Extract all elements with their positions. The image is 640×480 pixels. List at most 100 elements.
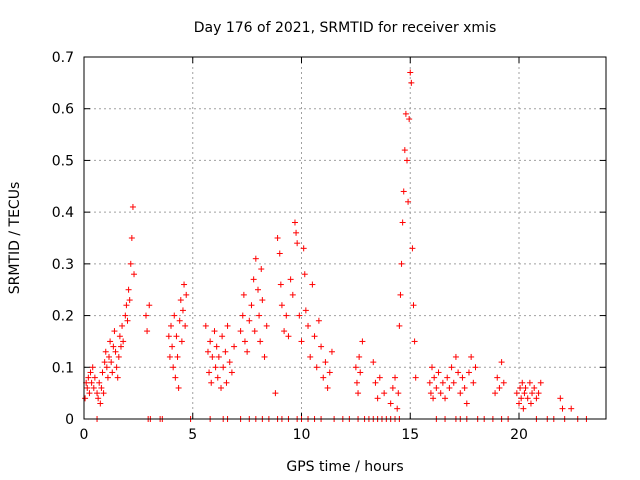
data-point: [402, 110, 409, 117]
plot-frame: [83, 56, 607, 420]
data-point: [220, 364, 227, 371]
data-point: [395, 390, 402, 397]
data-point: [535, 390, 542, 397]
data-point: [400, 188, 407, 195]
data-point: [116, 333, 123, 340]
data-point: [95, 395, 102, 402]
x-tick-label: 10: [293, 427, 311, 443]
data-point: [131, 271, 138, 278]
data-point: [222, 348, 229, 355]
data-point: [450, 379, 457, 386]
data-point: [520, 405, 527, 412]
data-point: [251, 328, 258, 335]
y-tick-label: 0.6: [52, 102, 74, 118]
data-point: [296, 312, 303, 319]
data-point: [568, 405, 575, 412]
data-point: [244, 348, 251, 355]
data-point: [353, 379, 360, 386]
data-point: [459, 374, 466, 381]
data-point: [272, 390, 279, 397]
data-point: [96, 379, 103, 386]
data-point: [98, 384, 105, 391]
data-point: [293, 229, 300, 236]
data-point: [129, 203, 136, 210]
y-tick-label: 0: [65, 412, 74, 428]
data-point: [125, 286, 132, 293]
data-point: [300, 245, 307, 252]
data-point: [426, 379, 433, 386]
data-point: [173, 333, 180, 340]
data-point: [259, 297, 266, 304]
data-point: [287, 276, 294, 283]
data-point: [537, 379, 544, 386]
data-point: [250, 276, 257, 283]
data-point: [212, 364, 219, 371]
data-point: [228, 369, 235, 376]
data-point: [119, 322, 126, 329]
data-point: [263, 322, 270, 329]
data-point: [278, 302, 285, 309]
data-point: [172, 374, 179, 381]
data-point: [104, 374, 111, 381]
data-point: [102, 348, 109, 355]
data-point: [206, 369, 213, 376]
data-point: [410, 302, 417, 309]
data-point: [202, 322, 209, 329]
y-axis-label: SRMTID / TECUs: [7, 182, 23, 295]
data-point: [179, 307, 186, 314]
data-point: [461, 384, 468, 391]
data-point: [120, 338, 127, 345]
data-point: [494, 374, 501, 381]
data-point: [86, 390, 93, 397]
data-point: [389, 384, 396, 391]
data-point: [513, 390, 520, 397]
chart-title: Day 176 of 2021, SRMTID for receiver xmi…: [194, 20, 497, 36]
data-point: [452, 353, 459, 360]
data-point: [472, 364, 479, 371]
data-points: [82, 69, 590, 422]
axis-ticks: 0 5 10 15 20 0 0.1 0.2 0.3 0.4 0.5 0.6 0.7: [52, 50, 606, 443]
data-point: [311, 333, 318, 340]
data-point: [407, 69, 414, 76]
data-point: [258, 266, 265, 273]
data-point: [237, 328, 244, 335]
data-point: [103, 364, 110, 371]
data-point: [531, 384, 538, 391]
data-point: [207, 338, 214, 345]
data-point: [318, 343, 325, 350]
data-point: [559, 405, 566, 412]
data-point: [176, 317, 183, 324]
data-point: [109, 369, 116, 376]
data-point: [291, 219, 298, 226]
data-point: [408, 79, 415, 86]
data-point: [142, 312, 149, 319]
x-axis-label: GPS time / hours: [286, 459, 403, 475]
data-point: [123, 302, 130, 309]
data-point: [281, 328, 288, 335]
data-point: [257, 338, 264, 345]
data-point: [106, 353, 113, 360]
data-point: [182, 322, 189, 329]
data-point: [108, 359, 115, 366]
data-point: [294, 240, 301, 247]
data-point: [430, 395, 437, 402]
data-point: [241, 338, 248, 345]
data-point: [498, 359, 505, 366]
data-point: [500, 379, 507, 386]
data-point: [94, 390, 101, 397]
data-point: [91, 374, 98, 381]
data-point: [526, 379, 533, 386]
data-point: [439, 379, 446, 386]
data-point: [307, 353, 314, 360]
data-point: [309, 281, 316, 288]
data-point: [231, 343, 238, 350]
data-point: [394, 405, 401, 412]
data-point: [381, 390, 388, 397]
data-point: [110, 343, 117, 350]
data-point: [289, 291, 296, 298]
data-point: [168, 322, 174, 329]
data-point: [246, 317, 253, 324]
data-point: [431, 374, 438, 381]
data-point: [357, 369, 364, 376]
data-point: [114, 374, 121, 381]
